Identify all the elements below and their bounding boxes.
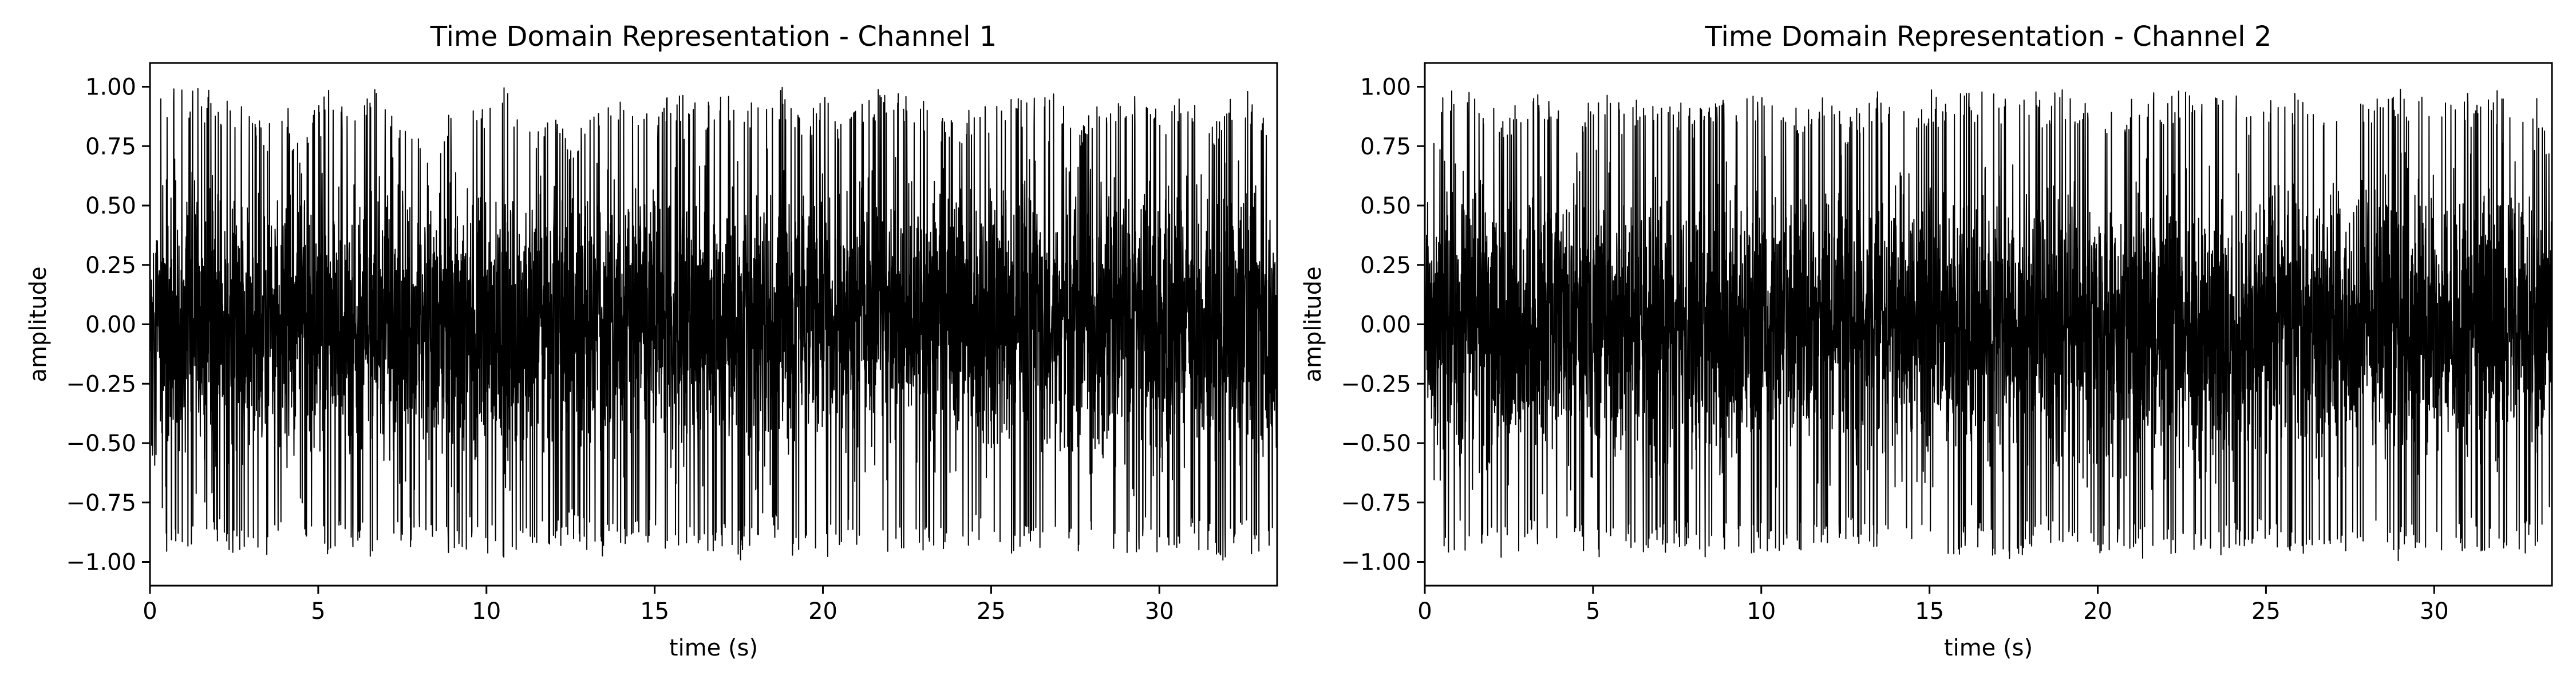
y-tick-label: 0.50: [1360, 193, 1411, 219]
y-tick-label: −0.50: [66, 431, 136, 457]
x-tick-label: 15: [640, 598, 669, 625]
y-tick-label: 0.25: [1360, 252, 1411, 279]
axis-ticks: 0 5 10 15 20 25 30 −1.00 −0.75 −0.50 −0.25 0.00 0.25…: [66, 74, 1174, 625]
x-tick-label: 25: [2251, 598, 2281, 625]
y-tick-label: −0.50: [1341, 431, 1411, 457]
x-tick-label: 25: [977, 598, 1006, 625]
y-tick-label: 0.75: [85, 133, 136, 160]
y-axis-label: amplitude: [1300, 266, 1326, 382]
y-tick-label: −0.75: [1341, 490, 1411, 516]
x-tick-label: 10: [1747, 598, 1776, 625]
y-tick-label: 0.25: [85, 252, 136, 279]
x-tick-label: 20: [2083, 598, 2112, 625]
x-tick-label: 15: [1915, 598, 1944, 625]
x-tick-label: 0: [143, 598, 157, 625]
x-tick-label: 30: [2420, 598, 2449, 625]
y-tick-label: −0.25: [66, 371, 136, 397]
chart-panel-channel-2: 0 5 10 15 20 25 30 −1.00 −0.75 −0.50 −0.25 0.00 0.25…: [1300, 21, 2553, 661]
y-tick-label: 0.50: [85, 193, 136, 219]
signal-layer: [149, 86, 1278, 561]
signal-layer: [1424, 89, 2553, 562]
y-tick-label: 0.00: [85, 312, 136, 338]
x-tick-label: 5: [1586, 598, 1600, 625]
x-tick-label: 0: [1417, 598, 1432, 625]
y-tick-label: 0.75: [1360, 133, 1411, 160]
signal-trace: [149, 86, 1278, 561]
y-tick-label: 1.00: [85, 74, 136, 101]
y-tick-label: 1.00: [1360, 74, 1411, 101]
x-axis-label: time (s): [669, 635, 758, 661]
y-tick-label: −1.00: [1341, 550, 1411, 576]
chart-title: Time Domain Representation - Channel 1: [430, 21, 997, 53]
axis-ticks: 0 5 10 15 20 25 30 −1.00 −0.75 −0.50 −0.25 0.00 0.25…: [1341, 74, 2448, 625]
x-tick-label: 10: [472, 598, 501, 625]
y-tick-label: −0.75: [66, 490, 136, 516]
y-tick-label: −1.00: [66, 550, 136, 576]
chart-title: Time Domain Representation - Channel 2: [1705, 21, 2271, 53]
x-tick-label: 30: [1145, 598, 1174, 625]
x-tick-label: 20: [808, 598, 837, 625]
signal-trace: [1424, 89, 2553, 562]
x-tick-label: 5: [311, 598, 325, 625]
y-axis-label: amplitude: [25, 266, 52, 382]
x-axis-label: time (s): [1944, 635, 2033, 661]
y-tick-label: 0.00: [1360, 312, 1411, 338]
chart-panel-channel-1: 0 5 10 15 20 25 30 −1.00 −0.75 −0.50 −0.25 0.00 0.25…: [25, 21, 1278, 661]
y-tick-label: −0.25: [1341, 371, 1411, 397]
